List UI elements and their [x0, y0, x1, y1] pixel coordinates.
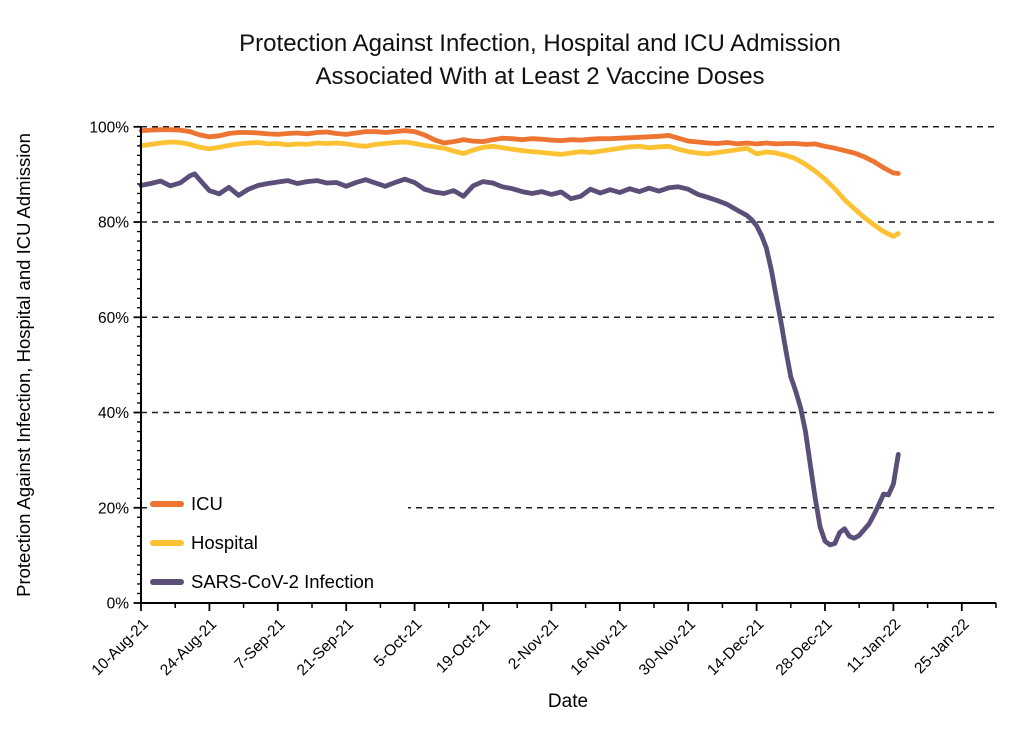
x-tick-label: 25-Jan-22	[911, 616, 972, 677]
x-tick-label: 11-Jan-22	[844, 616, 905, 677]
legend-swatch-hospital	[150, 539, 184, 546]
series-line-sars-cov-2-infection	[138, 171, 901, 548]
y-axis-title: Protection Against Infection, Hospital a…	[13, 133, 34, 597]
y-tick-label: 40%	[98, 405, 129, 422]
x-tick-label: 28-Dec-21	[773, 616, 836, 679]
series-line-hospital	[138, 139, 901, 239]
legend: ICU Hospital SARS-CoV-2 Infection	[150, 487, 408, 598]
legend-label-icu: ICU	[191, 492, 223, 514]
x-tick-label: 30-Nov-21	[636, 616, 699, 679]
legend-item-hospital: Hospital	[150, 526, 408, 559]
x-tick-label: 2-Nov-21	[505, 616, 562, 673]
legend-item-icu: ICU	[150, 487, 408, 520]
x-axis-title: Date	[547, 691, 589, 712]
x-tick-label: 5-Oct-21	[371, 616, 426, 671]
legend-swatch-icu	[150, 500, 184, 507]
legend-item-infection: SARS-CoV-2 Infection	[150, 565, 408, 598]
x-tick-label: 10-Aug-21	[89, 616, 152, 679]
y-tick-label: 20%	[98, 500, 129, 517]
legend-label-infection: SARS-CoV-2 Infection	[191, 570, 375, 592]
chart-title-line-2: Associated With at Least 2 Vaccine Doses	[315, 63, 765, 90]
x-tick-label: 16-Nov-21	[567, 616, 630, 679]
series-line-icu	[138, 127, 901, 176]
y-tick-label: 100%	[89, 119, 129, 136]
y-tick-label: 60%	[98, 310, 129, 327]
x-tick-label: 14-Dec-21	[704, 616, 767, 679]
legend-label-hospital: Hospital	[191, 531, 258, 553]
x-tick-label: 7-Sep-21	[232, 616, 289, 673]
x-tick-label: 19-Oct-21	[433, 616, 494, 677]
legend-swatch-infection	[150, 578, 184, 585]
chart-title-line-1: Protection Against Infection, Hospital a…	[239, 30, 841, 57]
y-tick-label: 80%	[98, 215, 129, 232]
x-tick-label: 24-Aug-21	[157, 616, 220, 679]
x-tick-label: 21-Sep-21	[294, 616, 357, 679]
y-tick-label: 0%	[107, 596, 130, 613]
